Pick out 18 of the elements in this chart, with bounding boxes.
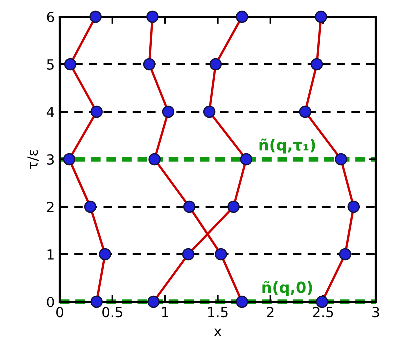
x-tick-label: 0 <box>56 307 64 318</box>
x-axis-title: x <box>214 328 222 336</box>
y-tick-label: 5 <box>47 60 54 70</box>
y-tick-label: 3 <box>47 154 54 165</box>
x-tick-label: 2 <box>267 307 274 318</box>
x-tick-label: 1 <box>162 307 168 318</box>
y-tick-label: 4 <box>46 107 54 118</box>
ref-line-label: ñ(q,τ₁) <box>260 138 316 154</box>
y-tick-label: 6 <box>47 12 54 22</box>
y-tick-label: 0 <box>47 296 54 308</box>
x-tick-label: 1.5 <box>208 307 228 318</box>
x-tick-label: 3 <box>372 307 380 318</box>
x-tick-label: 2.5 <box>313 307 334 318</box>
x-tick-label: 0.5 <box>102 307 122 318</box>
y-tick-label: 1 <box>48 250 54 260</box>
ref-line-label: ñ(q,0) <box>262 281 312 296</box>
y-axis-title: τ/ε <box>28 150 40 170</box>
y-tick-label: 2 <box>47 202 54 212</box>
